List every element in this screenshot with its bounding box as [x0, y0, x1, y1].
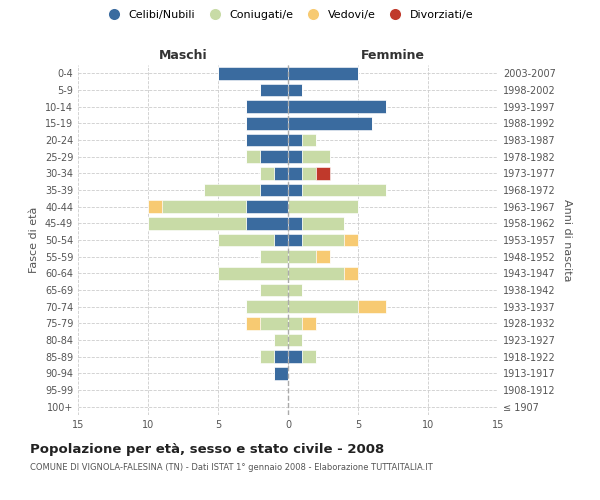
Bar	[288, 217, 302, 230]
Legend: Celibi/Nubili, Coniugati/e, Vedovi/e, Divorziati/e: Celibi/Nubili, Coniugati/e, Vedovi/e, Di…	[98, 6, 478, 25]
Bar	[288, 267, 344, 280]
Bar	[288, 300, 358, 313]
Bar	[288, 334, 302, 346]
Bar	[260, 167, 274, 179]
Text: Femmine: Femmine	[361, 48, 425, 62]
Bar	[260, 250, 288, 263]
Bar	[288, 117, 372, 130]
Bar	[260, 184, 288, 196]
Bar	[148, 200, 162, 213]
Bar	[162, 200, 246, 213]
Text: COMUNE DI VIGNOLA-FALESINA (TN) - Dati ISTAT 1° gennaio 2008 - Elaborazione TUTT: COMUNE DI VIGNOLA-FALESINA (TN) - Dati I…	[30, 462, 433, 471]
Bar	[288, 350, 302, 363]
Text: Popolazione per età, sesso e stato civile - 2008: Popolazione per età, sesso e stato civil…	[30, 442, 384, 456]
Bar	[288, 317, 302, 330]
Bar	[148, 217, 246, 230]
Bar	[218, 67, 288, 80]
Y-axis label: Fasce di età: Fasce di età	[29, 207, 39, 273]
Bar	[274, 167, 288, 179]
Bar	[288, 100, 386, 113]
Bar	[302, 167, 316, 179]
Bar	[288, 84, 302, 96]
Bar	[288, 134, 302, 146]
Bar	[274, 234, 288, 246]
Bar	[288, 284, 302, 296]
Bar	[302, 317, 316, 330]
Bar	[246, 200, 288, 213]
Bar	[302, 234, 344, 246]
Bar	[302, 134, 316, 146]
Bar	[218, 234, 274, 246]
Bar	[288, 200, 358, 213]
Bar	[246, 317, 260, 330]
Bar	[260, 350, 274, 363]
Bar	[302, 217, 344, 230]
Bar	[260, 150, 288, 163]
Bar	[344, 234, 358, 246]
Bar	[316, 250, 330, 263]
Bar	[246, 300, 288, 313]
Bar	[260, 317, 288, 330]
Bar	[302, 184, 386, 196]
Y-axis label: Anni di nascita: Anni di nascita	[562, 198, 572, 281]
Bar	[274, 350, 288, 363]
Bar	[302, 350, 316, 363]
Bar	[246, 100, 288, 113]
Bar	[288, 167, 302, 179]
Bar	[288, 184, 302, 196]
Bar	[274, 334, 288, 346]
Bar	[246, 117, 288, 130]
Bar	[288, 234, 302, 246]
Bar	[288, 67, 358, 80]
Text: Maschi: Maschi	[158, 48, 208, 62]
Bar	[260, 84, 288, 96]
Bar	[288, 150, 302, 163]
Bar	[246, 217, 288, 230]
Bar	[246, 134, 288, 146]
Bar	[302, 150, 330, 163]
Bar	[316, 167, 330, 179]
Bar	[288, 250, 316, 263]
Bar	[204, 184, 260, 196]
Bar	[358, 300, 386, 313]
Bar	[260, 284, 288, 296]
Bar	[344, 267, 358, 280]
Bar	[246, 150, 260, 163]
Bar	[218, 267, 288, 280]
Bar	[274, 367, 288, 380]
